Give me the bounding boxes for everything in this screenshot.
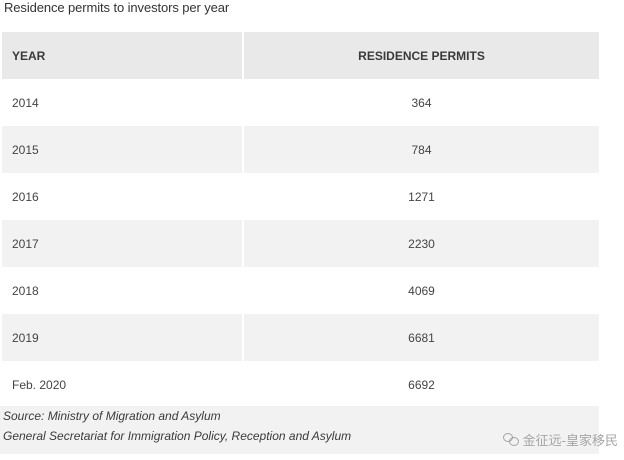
- permits-cell: 2230: [408, 236, 435, 251]
- permits-cell: 6681: [408, 330, 435, 345]
- table-row: 2019 6681: [2, 314, 599, 361]
- year-cell: 2019: [12, 330, 39, 345]
- year-cell: 2018: [12, 283, 39, 298]
- column-header-residence-permits: RESIDENCE PERMITS: [358, 48, 485, 63]
- watermark: 金征远-皇家移民: [502, 430, 618, 449]
- column-divider: [242, 79, 244, 126]
- year-cell: 2017: [12, 236, 39, 251]
- column-divider: [242, 361, 244, 408]
- table-row: 2018 4069: [2, 267, 599, 314]
- year-cell: 2015: [12, 142, 39, 157]
- year-cell: 2016: [12, 189, 39, 204]
- column-divider: [242, 267, 244, 314]
- column-divider: [242, 32, 244, 79]
- table-row: 2015 784: [2, 126, 599, 173]
- source-note: Source: Ministry of Migration and Asylum…: [0, 406, 599, 454]
- permits-cell: 784: [411, 142, 432, 157]
- wechat-icon: [502, 433, 519, 446]
- permits-cell: 364: [411, 95, 432, 110]
- column-divider: [242, 220, 244, 267]
- table-header-row: YEAR RESIDENCE PERMITS: [2, 32, 599, 79]
- watermark-text: 金征远-皇家移民: [522, 433, 618, 448]
- table-row: 2017 2230: [2, 220, 599, 267]
- column-divider: [242, 126, 244, 173]
- permits-cell: 1271: [408, 189, 435, 204]
- table-row: 2016 1271: [2, 173, 599, 220]
- permits-table: YEAR RESIDENCE PERMITS 2014 364 2015 784…: [2, 32, 599, 408]
- permits-cell: 4069: [408, 283, 435, 298]
- column-header-year: YEAR: [12, 48, 46, 63]
- source-line: Source: Ministry of Migration and Asylum: [3, 409, 221, 423]
- source-line: General Secretariat for Immigration Poli…: [3, 429, 352, 443]
- column-divider: [242, 314, 244, 361]
- year-cell: 2014: [12, 95, 39, 110]
- page-title: Residence permits to investors per year: [4, 0, 230, 15]
- table-row: 2014 364: [2, 79, 599, 126]
- year-cell: Feb. 2020: [12, 377, 67, 392]
- column-divider: [242, 173, 244, 220]
- table-row: Feb. 2020 6692: [2, 361, 599, 408]
- permits-cell: 6692: [408, 377, 435, 392]
